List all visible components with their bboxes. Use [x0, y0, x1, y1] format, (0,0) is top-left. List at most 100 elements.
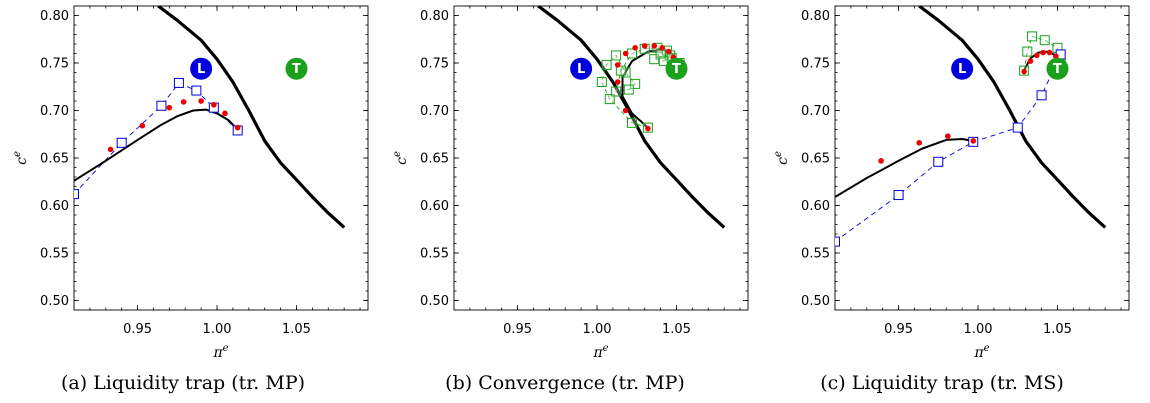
figure-caption: (c) Liquidity trap (tr. MS)	[820, 372, 1064, 394]
y-tick-label: 0.55	[801, 247, 830, 262]
blue-dashed-path	[835, 54, 1062, 242]
blue-square-point	[933, 156, 944, 167]
x-tick-label: 1.05	[1043, 322, 1072, 337]
blue-square-point	[893, 190, 904, 201]
plot-data	[537, 6, 726, 229]
red-dot-point	[659, 45, 665, 51]
thick-black-curve	[918, 6, 1107, 229]
y-tick-label: 0.65	[40, 152, 69, 167]
x-axis-label: πe	[592, 343, 608, 361]
green-square-point	[630, 78, 641, 89]
chart-panel-1: 0.50 0.55 0.60 0.65 0.70 0.75 0.80 0.95 1.00 1.05…	[12, 5, 369, 394]
red-dot-point	[198, 98, 204, 104]
black-path	[74, 108, 239, 182]
y-axis-label-main: c	[14, 157, 30, 165]
green-square-point	[649, 54, 660, 65]
x-axis-label-sup: e	[603, 343, 609, 354]
red-dot-point	[622, 50, 629, 57]
green-square-point	[626, 117, 637, 128]
figure-caption: (b) Convergence (tr. MP)	[445, 372, 685, 394]
y-tick-label: 0.80	[420, 9, 449, 24]
marker-l	[570, 57, 593, 80]
black-path	[835, 138, 974, 198]
green-square-point	[623, 84, 634, 95]
green-square-point	[611, 50, 622, 61]
red-dot-point	[234, 124, 241, 131]
red-dot-point	[180, 99, 187, 105]
x-tick-label: 0.95	[503, 322, 532, 337]
x-axis-label: πe	[973, 343, 989, 361]
blue-dashed-path	[74, 82, 239, 195]
red-dot-point	[222, 110, 228, 117]
green-square-point	[658, 56, 669, 67]
red-dot-point	[1027, 58, 1034, 64]
green-square-point	[596, 77, 607, 87]
red-dot-point	[614, 62, 621, 68]
y-axis-label: ce	[773, 151, 791, 165]
y-axis-label: ce	[12, 151, 30, 165]
marker-label: T	[292, 62, 301, 77]
blue-square-point	[1036, 90, 1047, 101]
blue-square-point	[74, 189, 79, 200]
blue-square-point	[173, 77, 184, 88]
y-tick-label: 0.60	[420, 199, 449, 214]
y-tick-label: 0.75	[801, 57, 830, 72]
marker-label: L	[197, 62, 205, 77]
blue-square-point	[835, 236, 840, 247]
x-tick-label: 1.00	[203, 322, 232, 337]
y-tick-label: 0.75	[420, 57, 449, 72]
y-tick-label: 0.80	[40, 9, 69, 24]
y-axis-label-sup: e	[12, 151, 23, 157]
x-axis-label-main: π	[592, 345, 603, 361]
marker-label: L	[958, 62, 966, 77]
x-axis-label-main: π	[973, 345, 984, 361]
y-axis-label: ce	[392, 151, 410, 165]
x-axis-label-sup: e	[984, 343, 990, 354]
plot-frame	[453, 5, 749, 311]
red-dot-point	[641, 43, 648, 49]
figure-caption: (a) Liquidity trap (tr. MP)	[61, 372, 305, 394]
marker-t	[1046, 57, 1069, 80]
y-tick-label: 0.75	[40, 57, 69, 72]
green-square-point	[615, 65, 626, 76]
marker-label: T	[672, 62, 681, 77]
y-tick-label: 0.70	[420, 104, 449, 119]
chart-panel-2: 0.50 0.55 0.60 0.65 0.70 0.75 0.80 0.95 1.00 1.05…	[392, 5, 749, 394]
plot-frame	[834, 5, 1130, 311]
y-tick-label: 0.70	[801, 104, 830, 119]
blue-square-point	[156, 100, 167, 111]
thick-black-curve	[537, 6, 726, 229]
y-tick-label: 0.70	[40, 104, 69, 119]
x-tick-label: 0.95	[884, 322, 913, 337]
marker-t	[665, 57, 688, 80]
plot-frame	[73, 5, 369, 311]
chart-panel-3: 0.50 0.55 0.60 0.65 0.70 0.75 0.80 0.95 1.00 1.05…	[773, 5, 1130, 394]
thick-black-curve	[157, 6, 346, 229]
red-dot-point	[1021, 68, 1027, 75]
red-dot-point	[1034, 52, 1040, 59]
marker-t	[285, 57, 308, 80]
y-tick-label: 0.55	[420, 247, 449, 262]
green-square-point	[1027, 31, 1038, 42]
marker-label: L	[577, 62, 585, 77]
red-dot-point	[632, 45, 638, 51]
x-tick-label: 1.05	[662, 322, 691, 337]
y-tick-label: 0.50	[801, 294, 830, 309]
y-axis-label-sup: e	[773, 151, 784, 157]
y-tick-label: 0.65	[420, 152, 449, 167]
blue-square-point	[191, 85, 202, 96]
x-tick-label: 1.05	[282, 322, 311, 337]
marker-l	[190, 57, 213, 80]
x-tick-label: 1.00	[964, 322, 993, 337]
y-tick-label: 0.55	[40, 247, 69, 262]
y-tick-label: 0.65	[801, 152, 830, 167]
green-square-point	[655, 48, 666, 59]
x-axis-label-main: π	[212, 345, 223, 361]
red-dot-point	[1040, 49, 1046, 56]
y-tick-label: 0.60	[801, 199, 830, 214]
y-tick-label: 0.50	[420, 294, 449, 309]
y-axis-label-main: c	[394, 157, 410, 165]
x-axis-label-sup: e	[223, 343, 229, 354]
x-tick-label: 1.00	[583, 322, 612, 337]
